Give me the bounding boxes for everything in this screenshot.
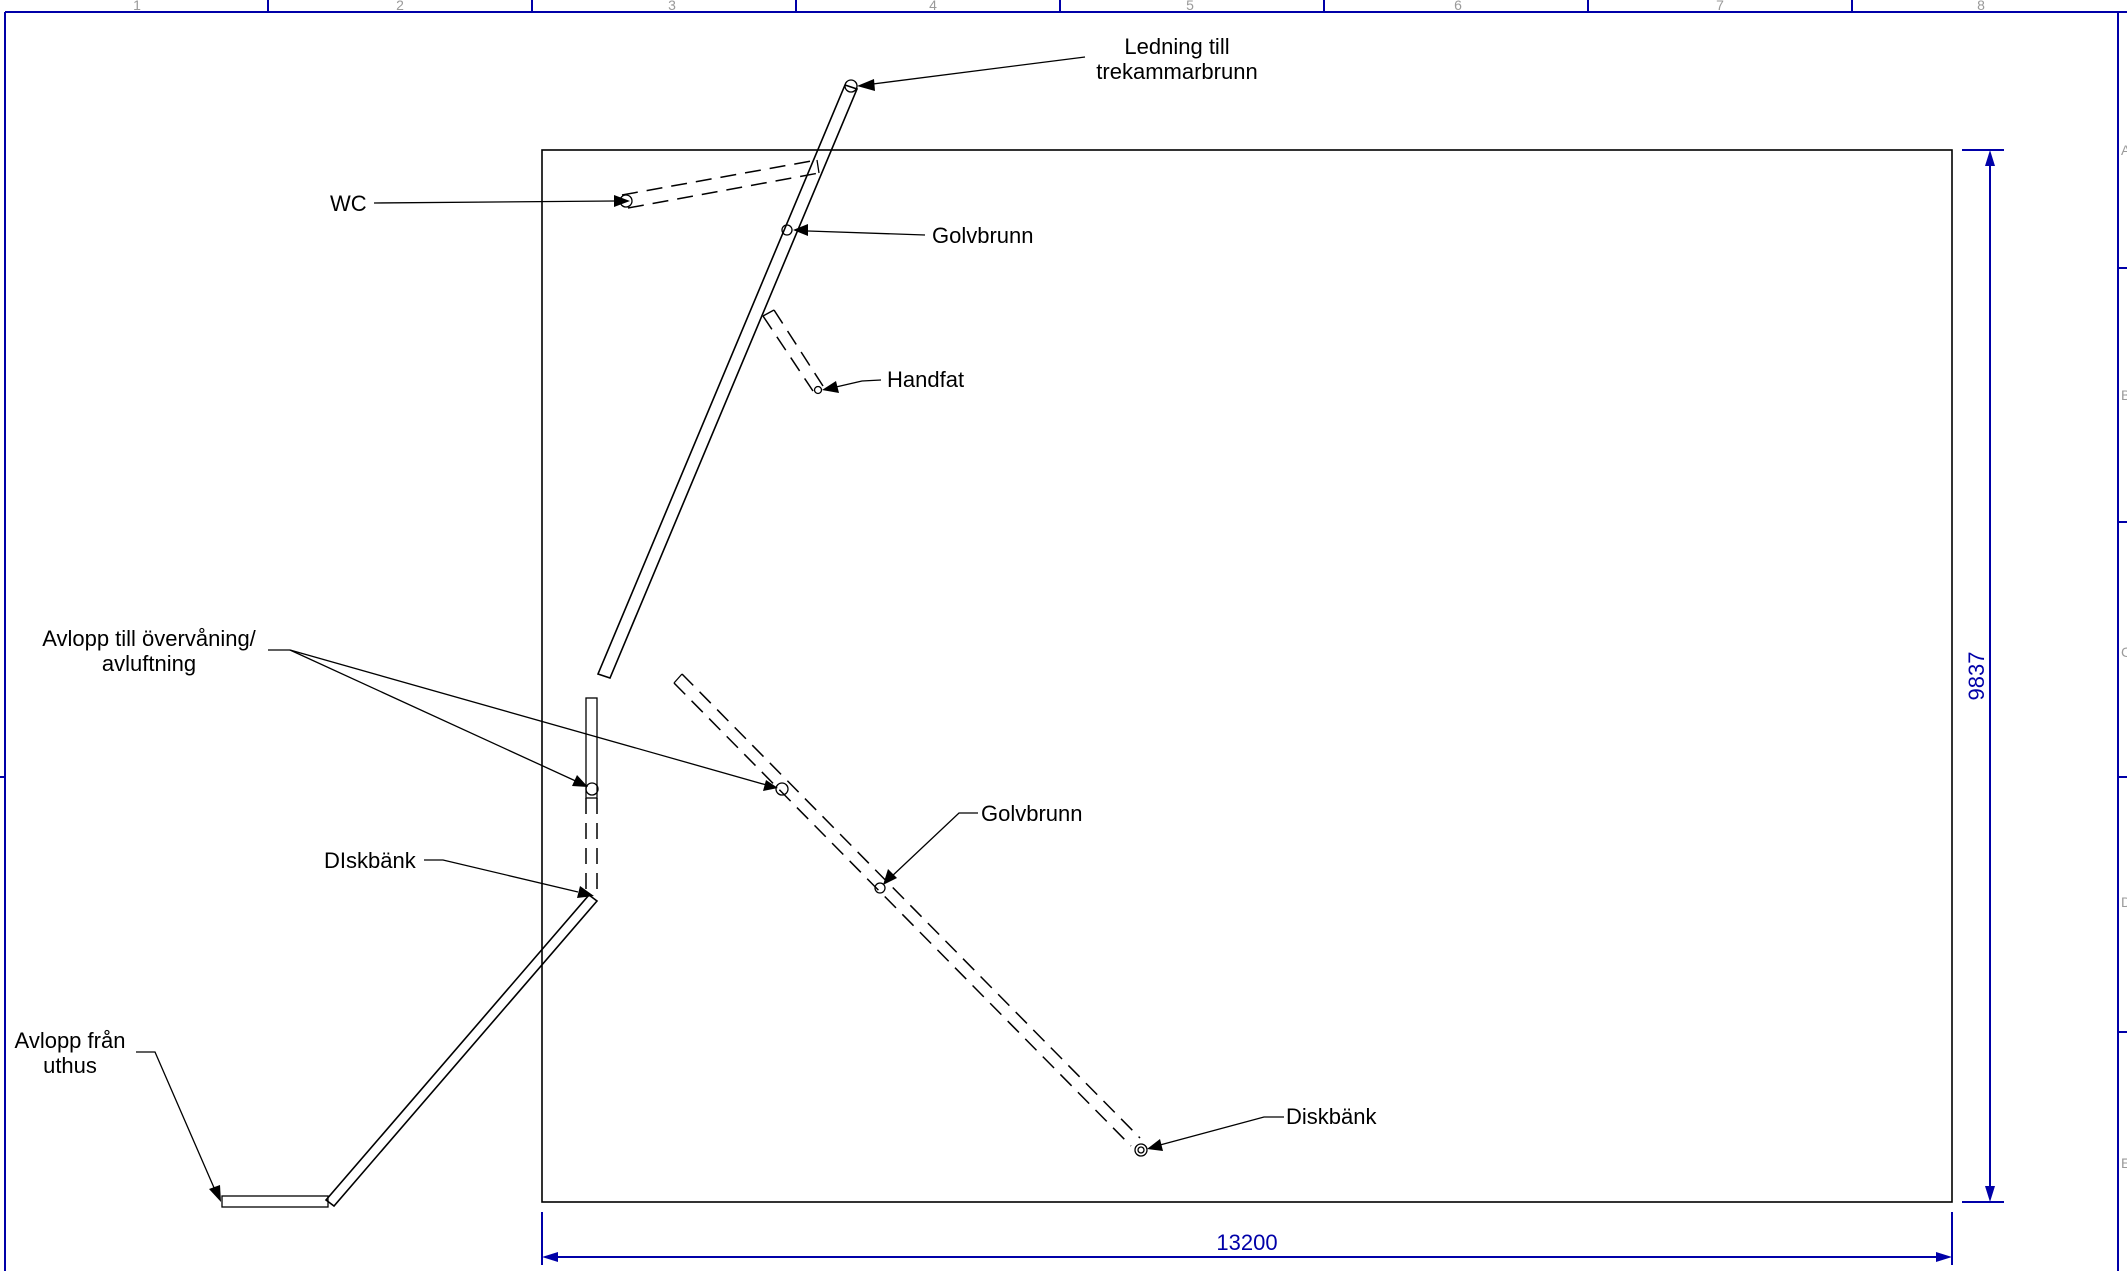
right-pipe-cap: [673, 673, 683, 684]
zone-number-7: 7: [1716, 0, 1724, 13]
leader-arrowhead: [614, 195, 630, 207]
leader-lines: [136, 56, 1284, 1202]
dimension-width: 13200: [541, 1212, 1953, 1265]
golvbrunn-upper-symbol: [781, 224, 793, 236]
leader-arrowhead: [209, 1185, 221, 1202]
uthus-horizontal-pipe: [221, 1195, 329, 1208]
leader-arrowhead: [572, 775, 588, 787]
zone-number-5: 5: [1186, 0, 1194, 13]
leader-arrowhead: [883, 869, 897, 885]
dimension-height: 9837: [1962, 149, 2004, 1203]
label-golvbrunn-lower: Golvbrunn: [981, 801, 1083, 826]
label-handfat: Handfat: [887, 367, 964, 392]
right-pipe-edge: [681, 673, 1141, 1139]
label-wc: WC: [330, 191, 367, 216]
leader-diskbank-left: [424, 859, 579, 893]
leader-arrowhead: [577, 886, 594, 898]
label-avlopp-ov-line2: avluftning: [102, 651, 196, 676]
right-vent-symbol: [775, 782, 789, 796]
leader-golvbrunn-upper: [807, 230, 926, 236]
handfat-pipe-edge: [762, 315, 814, 392]
wc-pipe-cap: [816, 159, 820, 174]
handfat-branch-pipe: [762, 309, 824, 395]
leader-arrowhead: [793, 224, 808, 236]
label-ledning-line2: trekammarbrunn: [1096, 59, 1257, 84]
label-ledning-line1: Ledning till: [1124, 34, 1229, 59]
left-vent-symbol: [585, 782, 599, 796]
zone-letter-c: C: [2121, 644, 2127, 660]
golvbrunn-lower-symbol: [874, 882, 886, 894]
diskbank-right-outlet-inner: [1137, 1146, 1145, 1154]
uthus-pipe: [221, 893, 599, 1208]
zone-number-4: 4: [929, 0, 937, 13]
main-pipe-body: [596, 84, 859, 679]
zone-letter-d: D: [2121, 894, 2127, 910]
zone-letter-e: E: [2121, 1155, 2127, 1171]
zone-number-3: 3: [668, 0, 676, 13]
right-branch-pipe: [673, 673, 1148, 1157]
building-outline: [541, 149, 1953, 1203]
leader-arrowhead: [1147, 1139, 1163, 1151]
dimension-arrowhead: [542, 1252, 558, 1262]
left-vent-pipe-top: [585, 697, 598, 799]
right-pipe-edge: [673, 682, 1132, 1147]
handfat-pipe-edge: [773, 309, 824, 387]
leader-diskbank-right: [1159, 1116, 1284, 1146]
wc-pipe-edge: [621, 159, 818, 196]
wc-branch-pipe: [619, 159, 820, 209]
labels: Ledning till trekammarbrunn WC Golvbrunn…: [15, 34, 1378, 1129]
leader-arrowhead: [822, 381, 839, 393]
dimension-height-text: 9837: [1964, 652, 1989, 701]
label-golvbrunn-upper: Golvbrunn: [932, 223, 1034, 248]
leader-avlopp-uthus: [136, 1051, 216, 1191]
label-diskbank-left: DIskbänk: [324, 848, 417, 873]
zone-letter-b: B: [2121, 387, 2127, 403]
zone-number-8: 8: [1977, 0, 1985, 13]
zone-letter-a: A: [2121, 142, 2127, 158]
handfat-outlet-symbol: [813, 385, 823, 395]
leader-handfat: [835, 379, 882, 388]
dimension-arrowhead: [1985, 150, 1995, 166]
leader-arrowhead: [857, 79, 875, 91]
label-avlopp-uthus-line1: Avlopp från: [15, 1028, 126, 1053]
dimension-width-text: 13200: [1216, 1230, 1277, 1255]
leader-wc: [373, 200, 616, 204]
leader-golvbrunn-lower: [889, 812, 978, 879]
dimension-arrowhead: [1936, 1252, 1952, 1262]
uthus-diagonal-pipe: [324, 893, 599, 1208]
leader-avlopp-ov-left: [289, 649, 581, 784]
wc-pipe-edge: [627, 172, 820, 209]
left-vent-pipe: [585, 697, 599, 893]
zone-number-6: 6: [1454, 0, 1462, 13]
label-avlopp-uthus-line2: uthus: [43, 1053, 97, 1078]
leader-avlopp-ov-right: [289, 649, 771, 787]
zone-number-2: 2: [396, 0, 404, 13]
label-avlopp-ov-line1: Avlopp till övervåning/: [42, 626, 256, 651]
diskbank-right-outlet-symbol: [1134, 1143, 1148, 1157]
zone-number-1: 1: [133, 0, 141, 13]
dimension-arrowhead: [1985, 1186, 1995, 1202]
handfat-pipe-cap: [762, 309, 775, 317]
leader-ledning: [864, 56, 1086, 86]
label-diskbank-right: Diskbänk: [1286, 1104, 1377, 1129]
leader-arrowhead: [763, 780, 778, 791]
